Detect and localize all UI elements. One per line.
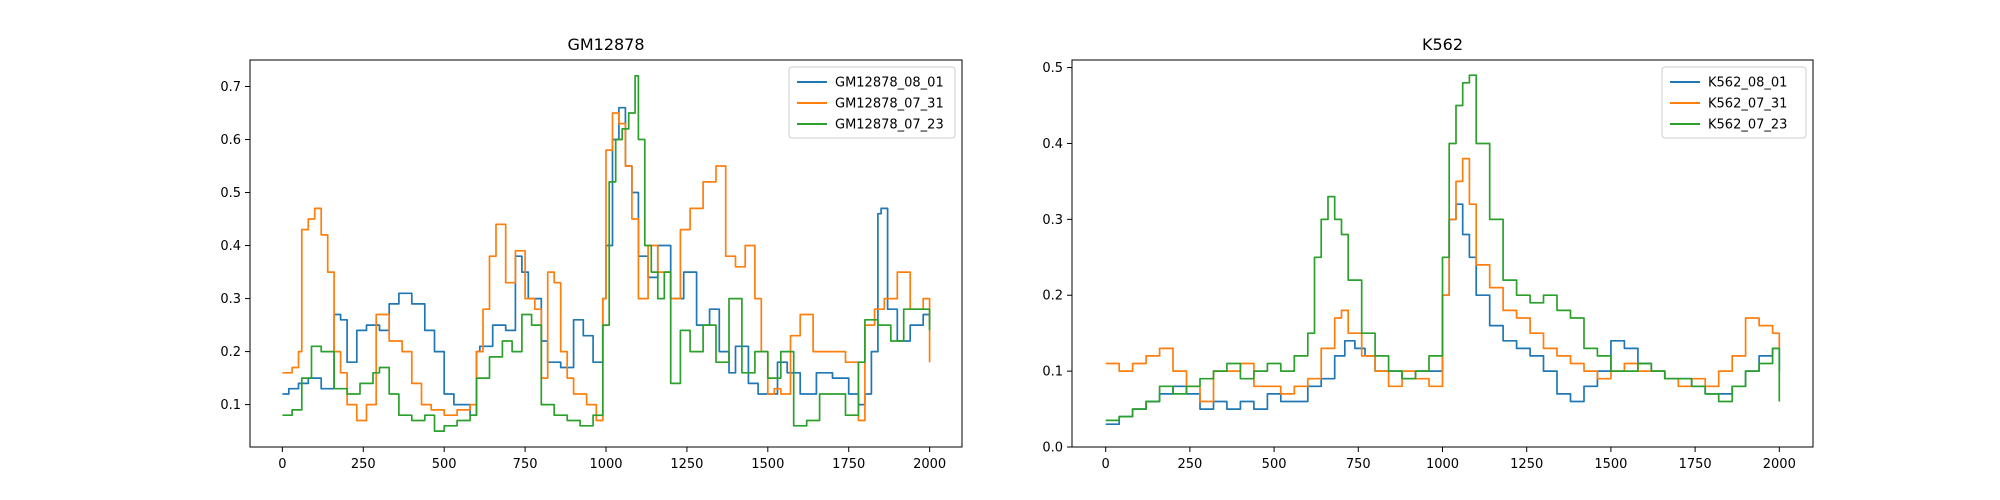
series-line-K562_07_23 (1105, 74, 1781, 422)
x-tick-label: 1000 (589, 457, 622, 472)
x-tick-label: 750 (1346, 457, 1371, 472)
y-tick-label: 0.5 (1042, 61, 1063, 76)
x-tick-label: 0 (278, 457, 286, 472)
x-tick-label: 1500 (751, 457, 784, 472)
legend-label: GM12878_07_23 (835, 118, 944, 133)
legend-label: K562_07_23 (1708, 118, 1787, 133)
y-tick-label: 0.4 (220, 239, 241, 254)
legend-label: K562_08_01 (1708, 76, 1787, 91)
x-tick-label: 250 (1177, 457, 1202, 472)
x-tick-label: 1250 (1510, 457, 1543, 472)
legend: GM12878_08_01 GM12878_07_31 GM12878_07_23 (788, 66, 956, 139)
legend-label: GM12878_08_01 (835, 76, 944, 91)
chart-panels: GM12878 0 250 500 750 1000 1250 1500 1750 2000 0.1… (220, 35, 1814, 472)
y-tick-label: 0.6 (220, 133, 241, 148)
legend-label: GM12878_07_31 (835, 97, 944, 112)
x-tick-label: 1500 (1594, 457, 1627, 472)
x-tick-label: 250 (351, 457, 376, 472)
series-group (1105, 74, 1781, 426)
chart-panel-2: K562 0 250 500 750 1000 1250 1500 1750 2000 0.0 0.1… (1042, 35, 1814, 472)
x-tick-label: 500 (432, 457, 457, 472)
legend-box (788, 66, 956, 139)
y-tick-label: 0.4 (1042, 137, 1063, 152)
x-tick-label: 1750 (1679, 457, 1712, 472)
x-tick-label: 750 (513, 457, 538, 472)
y-tick-label: 0.3 (1042, 213, 1063, 228)
x-tick-label: 1000 (1426, 457, 1459, 472)
y-tick-label: 0.1 (220, 398, 241, 413)
y-tick-label: 0.2 (1042, 289, 1063, 304)
x-tick-label: 500 (1262, 457, 1287, 472)
series-line-GM12878_07_23 (282, 75, 931, 432)
x-tick-label: 2000 (913, 457, 946, 472)
y-tick-label: 0.2 (220, 345, 241, 360)
legend-box (1661, 66, 1807, 139)
legend-label: K562_07_31 (1708, 97, 1787, 112)
y-tick-label: 0.0 (1042, 441, 1063, 456)
chart-title: K562 (1422, 35, 1463, 54)
series-line-GM12878_07_31 (282, 112, 931, 422)
x-tick-label: 0 (1102, 457, 1110, 472)
y-tick-label: 0.7 (220, 80, 241, 95)
x-tick-label: 1750 (832, 457, 865, 472)
x-tick-label: 1250 (670, 457, 703, 472)
series-group (282, 75, 931, 432)
legend: K562_08_01 K562_07_31 K562_07_23 (1661, 66, 1807, 139)
chart-title: GM12878 (567, 35, 644, 54)
y-tick-label: 0.1 (1042, 365, 1063, 380)
x-tick-label: 2000 (1763, 457, 1796, 472)
y-tick-label: 0.3 (220, 292, 241, 307)
y-tick-label: 0.5 (220, 186, 241, 201)
chart-panel-1: GM12878 0 250 500 750 1000 1250 1500 1750 2000 0.1… (220, 35, 963, 472)
